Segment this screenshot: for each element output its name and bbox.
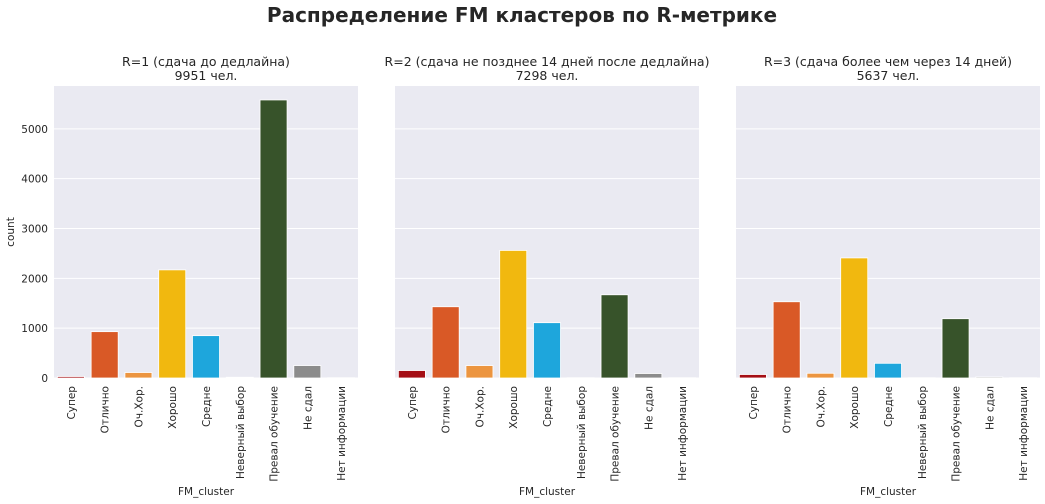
bar-6 (225, 376, 254, 379)
x-tick-label: Оч.Хор. (133, 386, 145, 427)
panels-group: 0 1000 2000 3000 4000 5000 Супер Отлично Оч.Хор.… (5, 54, 1040, 498)
y-tick-label: 2000 (21, 273, 48, 285)
x-tick-label: Супер (748, 386, 760, 420)
bar-8 (975, 376, 1004, 379)
bar-8 (634, 373, 663, 379)
x-tick-label: Оч.Хор. (474, 386, 486, 427)
x-tick-label: Не сдал (643, 386, 655, 430)
y-tick-label: 3000 (21, 224, 48, 236)
x-tick-label: Нет информации (336, 386, 348, 481)
x-tick-label: Хорошо (508, 386, 520, 429)
x-tick-label: Средне (201, 386, 213, 427)
figure-title: Распределение FM кластеров по R-метрике (267, 3, 777, 27)
bar-4 (499, 250, 528, 379)
x-tick-label: Нет информации (1018, 386, 1030, 481)
panel-title: R=1 (сдача до дедлайна) (122, 54, 290, 69)
x-tick-label: Отлично (441, 386, 453, 433)
x-tick-label: Неверный выбор (235, 386, 247, 479)
bar-7 (259, 99, 288, 379)
x-tick-label: Отлично (782, 386, 794, 433)
x-tick-label: Неверный выбор (576, 386, 588, 479)
chart-panel-1: 0 1000 2000 3000 4000 5000 Супер Отлично Оч.Хор.… (5, 54, 358, 498)
bar-1 (738, 374, 767, 379)
x-tick-label: Превал обучение (269, 386, 281, 482)
bar-1 (56, 376, 85, 379)
x-tick-label: Отлично (100, 386, 112, 433)
x-tick-label: Не сдал (984, 386, 996, 430)
x-tick-label: Супер (407, 386, 419, 420)
panel-title: R=3 (сдача более чем через 14 дней) (764, 54, 1012, 69)
bar-4 (158, 269, 187, 379)
y-tick-label: 4000 (21, 174, 48, 186)
bar-2 (772, 301, 801, 379)
bar-5 (192, 335, 220, 379)
x-tick-label: Хорошо (849, 386, 861, 429)
x-axis-label: FM_cluster (519, 486, 576, 498)
bar-2 (90, 331, 119, 379)
panel-subtitle: 9951 чел. (175, 68, 238, 83)
x-tick-label: Супер (66, 386, 78, 420)
bar-3 (806, 372, 835, 379)
x-tick-label: Неверный выбор (917, 386, 929, 479)
y-axis-label: count (5, 217, 17, 247)
bar-7 (600, 294, 629, 379)
panel-subtitle: 5637 чел. (857, 68, 920, 83)
bar-6 (566, 377, 595, 379)
chart-panel-3: Супер Отлично Оч.Хор. Хорошо Средне Неверный … (736, 54, 1040, 498)
bar-9 (327, 377, 356, 379)
bar-6 (907, 377, 936, 379)
bar-5 (533, 322, 561, 379)
bar-1 (397, 370, 426, 379)
x-tick-label: Нет информации (677, 386, 689, 481)
bar-9 (1009, 377, 1038, 379)
x-tick-label: Хорошо (167, 386, 179, 429)
x-tick-label: Не сдал (302, 386, 314, 430)
x-tick-label: Оч.Хор. (815, 386, 827, 427)
x-tick-label: Средне (883, 386, 895, 427)
x-tick-label: Превал обучение (610, 386, 622, 482)
bar-3 (465, 365, 494, 379)
plot-background (54, 86, 358, 378)
bar-4 (840, 257, 869, 379)
chart-panel-2: Супер Отлично Оч.Хор. Хорошо Средне Неверный … (385, 54, 710, 498)
bar-7 (941, 318, 970, 379)
y-tick-label: 1000 (21, 323, 48, 335)
x-axis-label: FM_cluster (860, 486, 917, 498)
x-axis-label: FM_cluster (178, 486, 235, 498)
bar-9 (668, 377, 697, 379)
bar-8 (293, 365, 322, 379)
bar-5 (874, 362, 902, 379)
panel-subtitle: 7298 чел. (516, 68, 579, 83)
x-tick-label: Превал обучение (951, 386, 963, 482)
bar-3 (124, 372, 153, 379)
bar-2 (431, 306, 460, 379)
panel-title: R=2 (сдача не позднее 14 дней после дедл… (385, 54, 710, 69)
y-tick-label: 5000 (21, 124, 48, 136)
x-tick-label: Средне (542, 386, 554, 427)
y-tick-label: 0 (41, 373, 48, 385)
